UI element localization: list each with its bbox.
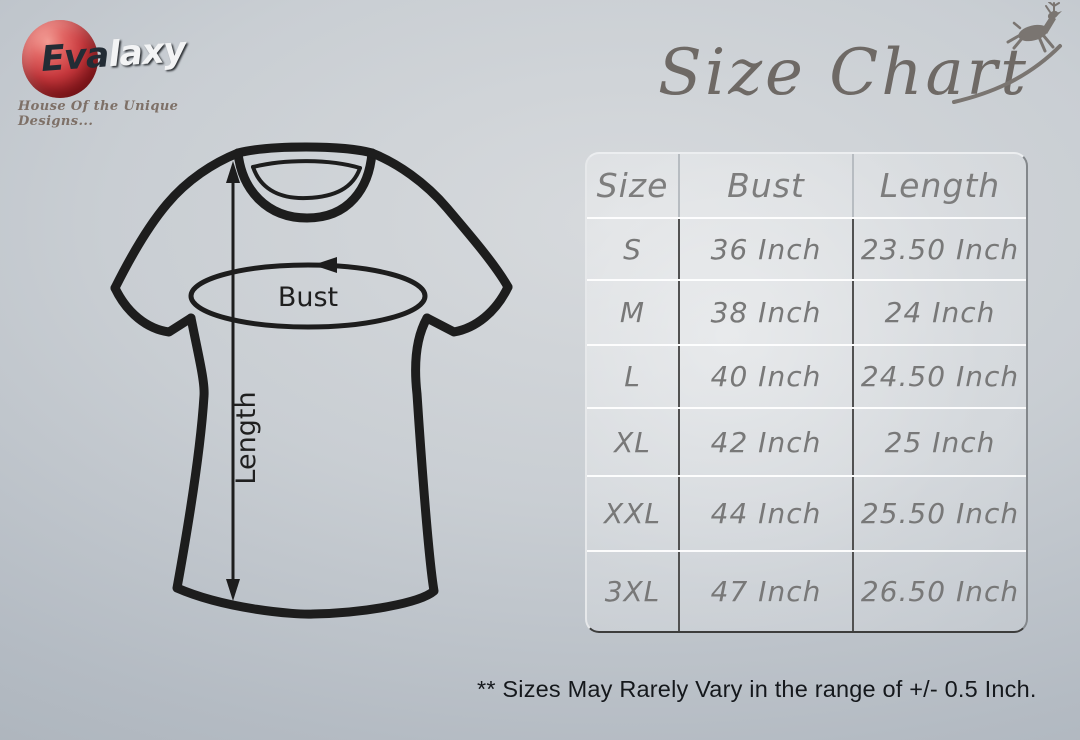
- length-value: 24.50 Inch: [860, 360, 1020, 393]
- length-measure: Length: [226, 161, 262, 601]
- table-row: M 38 Inch 24 Inch: [587, 279, 1026, 344]
- bust-measure: Bust: [188, 257, 428, 330]
- bust-value: 38 Inch: [680, 281, 854, 344]
- size-table: Size Bust Length S 36 Inch 23.50 Inch M …: [585, 152, 1028, 633]
- collar-inner-line: [251, 159, 362, 201]
- size-value: M: [587, 281, 680, 344]
- brand-name: Evalaxy: [39, 30, 187, 80]
- size-value: S: [587, 219, 680, 279]
- bust-value: 47 Inch: [680, 552, 854, 631]
- brand-name-dark: Eva: [39, 35, 110, 80]
- size-variance-note: ** Sizes May Rarely Vary in the range of…: [477, 676, 1037, 702]
- deer-icon: [1006, 2, 1062, 53]
- size-value: XXL: [587, 477, 680, 550]
- brand-name-light: laxy: [106, 30, 187, 76]
- tshirt-outline: [110, 142, 513, 619]
- size-value: 3XL: [587, 552, 680, 631]
- column-header-size: Size: [587, 154, 680, 217]
- length-value: 26.50 Inch: [860, 575, 1020, 608]
- size-table-header: Size Bust Length: [587, 154, 1026, 217]
- column-header-length: Length: [879, 166, 1001, 205]
- bust-value: 36 Inch: [680, 219, 854, 279]
- tshirt-diagram: Bust Length: [110, 142, 513, 619]
- bust-label: Bust: [278, 282, 338, 313]
- length-value: 25.50 Inch: [860, 497, 1020, 530]
- bust-value: 42 Inch: [680, 409, 854, 475]
- length-value: 25 Inch: [884, 425, 996, 459]
- logo-ball-icon: [22, 20, 98, 98]
- table-row: 3XL 47 Inch 26.50 Inch: [587, 550, 1026, 631]
- bust-value: 40 Inch: [680, 346, 854, 407]
- length-value: 23.50 Inch: [860, 232, 1020, 266]
- table-row: S 36 Inch 23.50 Inch: [587, 217, 1026, 279]
- size-value: XL: [587, 409, 680, 475]
- table-row: L 40 Inch 24.50 Inch: [587, 344, 1026, 407]
- table-row: XXL 44 Inch 25.50 Inch: [587, 475, 1026, 550]
- length-label: Length: [231, 391, 262, 484]
- table-row: XL 42 Inch 25 Inch: [587, 407, 1026, 475]
- title-flourish: [952, 44, 1062, 104]
- length-value: 24 Inch: [884, 296, 996, 329]
- size-value: L: [587, 346, 680, 407]
- column-header-bust: Bust: [680, 154, 854, 217]
- brand-tagline: House Of the Unique Designs...: [18, 99, 179, 129]
- bust-value: 44 Inch: [680, 477, 854, 550]
